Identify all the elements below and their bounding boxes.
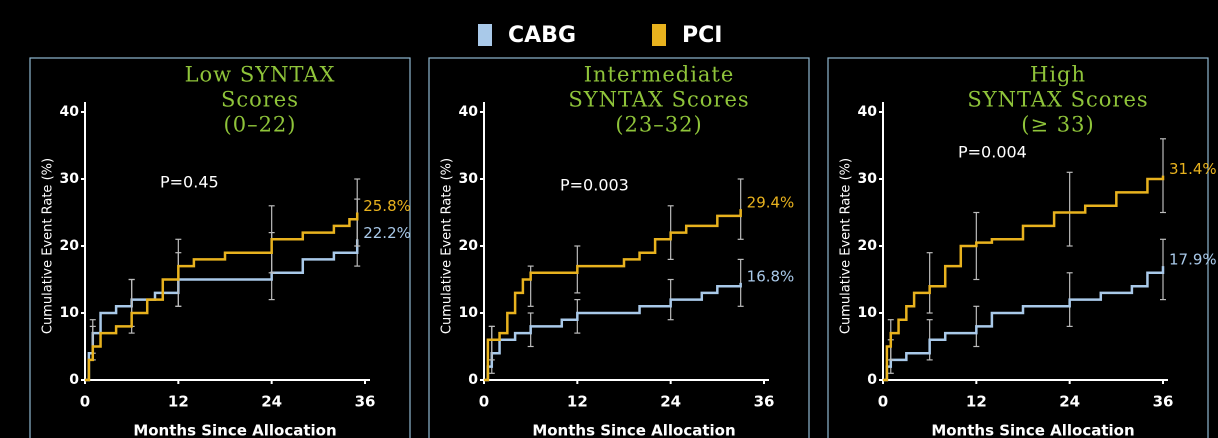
panel-title: Intermediate — [584, 63, 735, 87]
series-line — [484, 209, 742, 382]
panel-title: SYNTAX Scores — [568, 88, 749, 112]
x-tick-label: 24 — [660, 393, 681, 411]
panel-title: Low SYNTAX — [185, 63, 336, 87]
legend-label: CABG — [508, 23, 576, 48]
end-label: 17.9% — [1169, 251, 1217, 269]
y-tick-label: 0 — [867, 372, 877, 388]
y-tick-label: 20 — [60, 238, 80, 254]
end-label: 29.4% — [747, 194, 795, 212]
panel-title: Scores — [221, 88, 299, 112]
x-axis-label: Months Since Allocation — [133, 422, 336, 438]
y-tick-label: 40 — [459, 104, 479, 120]
x-tick-label: 0 — [878, 393, 888, 411]
legend-swatch — [478, 24, 492, 46]
y-tick-label: 10 — [459, 305, 479, 321]
series-line — [883, 175, 1165, 382]
panel-frame — [827, 57, 1209, 438]
panel-title: (≥ 33) — [1021, 113, 1094, 137]
x-tick-label: 24 — [261, 393, 282, 411]
x-axis-label: Months Since Allocation — [931, 422, 1134, 438]
end-label: 25.8% — [363, 197, 411, 215]
error-bar — [926, 252, 933, 314]
series-line — [85, 212, 359, 382]
end-label: 22.2% — [363, 224, 411, 242]
p-value: P=0.003 — [560, 176, 629, 195]
x-tick-label: 36 — [1153, 393, 1174, 411]
panel-frame — [29, 57, 411, 438]
error-bar — [737, 258, 744, 307]
y-axis-label: Cumulative Event Rate (%) — [839, 158, 854, 334]
y-tick-label: 40 — [858, 104, 878, 120]
series-line — [883, 266, 1165, 382]
y-tick-label: 10 — [60, 305, 80, 321]
series-line — [484, 282, 742, 382]
y-tick-label: 0 — [468, 372, 478, 388]
end-label: 16.8% — [747, 267, 795, 285]
x-axis-label: Months Since Allocation — [532, 422, 735, 438]
y-tick-label: 0 — [69, 372, 79, 388]
end-label: 31.4% — [1169, 160, 1217, 178]
x-tick-label: 0 — [479, 393, 489, 411]
error-bar — [1066, 171, 1073, 247]
y-tick-label: 20 — [858, 238, 878, 254]
legend-label: PCI — [682, 23, 722, 48]
x-tick-label: 12 — [966, 393, 987, 411]
panel-frame — [428, 57, 810, 438]
panel-title: (0–22) — [224, 113, 297, 137]
y-axis-label: Cumulative Event Rate (%) — [440, 158, 455, 334]
panel-title: High — [1030, 63, 1086, 87]
y-tick-label: 40 — [60, 104, 80, 120]
y-tick-label: 30 — [858, 171, 878, 187]
y-axis-label: Cumulative Event Rate (%) — [41, 158, 56, 334]
error-bar — [488, 325, 495, 361]
x-tick-label: 12 — [567, 393, 588, 411]
legend-swatch — [652, 24, 666, 46]
y-tick-label: 30 — [459, 171, 479, 187]
y-tick-label: 30 — [60, 171, 80, 187]
x-tick-label: 24 — [1059, 393, 1080, 411]
x-tick-label: 36 — [754, 393, 775, 411]
y-tick-label: 10 — [858, 305, 878, 321]
x-tick-label: 0 — [80, 393, 90, 411]
p-value: P=0.004 — [958, 143, 1027, 162]
x-tick-label: 36 — [355, 393, 376, 411]
p-value: P=0.45 — [160, 173, 219, 192]
y-tick-label: 20 — [459, 238, 479, 254]
panel-title: SYNTAX Scores — [967, 88, 1148, 112]
panel-title: (23–32) — [615, 113, 702, 137]
x-tick-label: 12 — [168, 393, 189, 411]
